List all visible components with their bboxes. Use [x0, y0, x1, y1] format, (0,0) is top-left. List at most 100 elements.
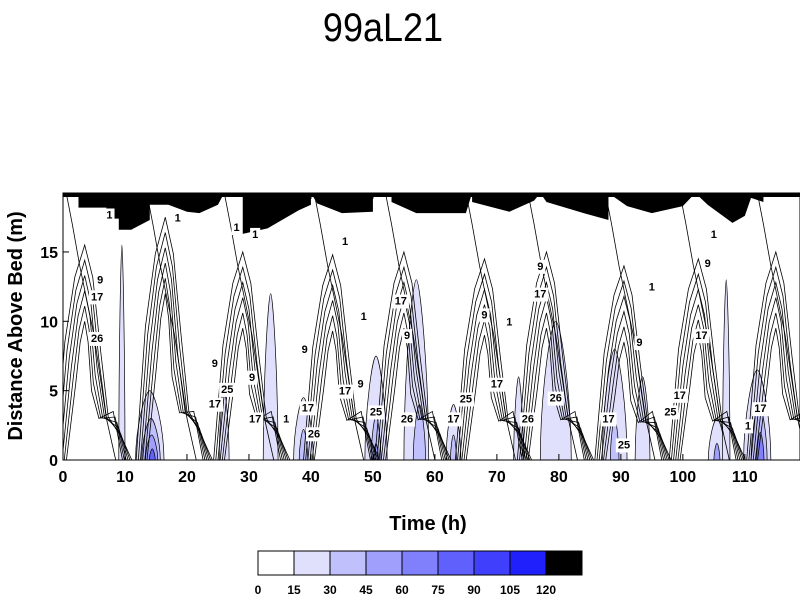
contour-label-bg — [702, 257, 713, 272]
contour-line — [311, 315, 373, 460]
contour-label: 1 — [283, 413, 289, 425]
contour-line — [675, 304, 741, 460]
contour-label: 17 — [339, 386, 351, 398]
x-tick-label: 70 — [488, 469, 506, 486]
contour-line — [673, 287, 743, 460]
contour-line — [521, 280, 591, 460]
contour-label: 9 — [537, 261, 543, 273]
contour-label: 9 — [404, 330, 410, 342]
contour-line — [603, 326, 665, 460]
contour-label: 1 — [233, 222, 239, 234]
contour-line — [519, 265, 593, 460]
contour-line — [219, 297, 285, 460]
contour-label: 26 — [401, 413, 413, 425]
contour-line — [146, 193, 197, 460]
colorbar-tick-label: 90 — [467, 583, 481, 597]
contour-line — [668, 257, 746, 460]
contour-label-bg — [488, 377, 506, 392]
colorbar-tick-label: 60 — [395, 583, 409, 597]
contour-label: 17 — [534, 289, 546, 301]
contour-line — [215, 265, 289, 460]
contour-line — [305, 268, 379, 460]
axes: 0 10 20 30 40 50 60 70 80 90 100 110 0 5 10 15 — [40, 193, 758, 486]
contour-line — [376, 265, 450, 460]
x-tick-label: 80 — [550, 469, 568, 486]
contour-label-bg — [504, 315, 515, 330]
contour-label-bg — [246, 370, 258, 385]
contour-label-bg — [742, 419, 753, 434]
contour-label: 17 — [754, 403, 766, 415]
contour-label-bg — [693, 329, 710, 344]
contour-label-bg — [519, 412, 537, 427]
contour-label: 9 — [705, 258, 711, 270]
contour-line — [454, 257, 532, 460]
contour-label: 1 — [252, 229, 258, 241]
contour-label-bg — [88, 331, 106, 346]
contour-label-bg — [219, 382, 236, 397]
contour-label: 9 — [302, 344, 308, 356]
contour-label-bg — [367, 405, 385, 420]
contour-label-bg — [398, 412, 416, 427]
colorbar-swatch — [437, 550, 475, 576]
contour-label-bg — [646, 280, 657, 295]
surface-mask — [63, 193, 800, 234]
contour-label: 25 — [221, 384, 233, 396]
contour-line — [223, 193, 275, 460]
contour-label-bg — [600, 412, 617, 427]
x-tick-label: 20 — [178, 469, 196, 486]
contour-line — [385, 328, 443, 460]
contour-line — [600, 310, 666, 460]
contour-line — [146, 293, 204, 460]
contour-line — [756, 193, 800, 432]
x-tick-label: 50 — [364, 469, 382, 486]
filled-region — [148, 448, 156, 460]
x-tick-label: 0 — [59, 469, 68, 486]
contour-label: 9 — [357, 379, 363, 391]
contour-label-bg — [445, 412, 462, 427]
filled-contours — [118, 244, 772, 460]
contour-label-bg — [401, 329, 413, 344]
colorbar-swatch — [329, 550, 367, 576]
contour-line — [670, 272, 744, 460]
contour-label: 26 — [522, 413, 534, 425]
contour-line — [525, 312, 587, 460]
contour-label-bg — [305, 427, 323, 442]
contour-line — [605, 193, 656, 460]
contour-label-bg — [95, 273, 106, 288]
colorbar-tick-label: 105 — [500, 583, 520, 597]
chart-title: 99aL21 — [322, 6, 444, 50]
contour-line — [750, 280, 800, 460]
contour-label-bg — [671, 388, 688, 403]
y-tick-label: 10 — [40, 314, 58, 331]
contour-line — [380, 297, 446, 460]
contour-line — [221, 312, 283, 460]
contour-line — [463, 319, 525, 460]
contour-label: 1 — [106, 209, 112, 221]
contour-line — [457, 272, 531, 460]
contour-label-bg — [708, 227, 719, 242]
x-tick-label: 100 — [669, 469, 696, 486]
contour-line — [465, 335, 523, 460]
colorbar-swatch — [401, 550, 439, 576]
contour-label-bg — [479, 308, 490, 323]
contour-label: 9 — [212, 358, 218, 370]
colorbar-tick-label: 30 — [323, 583, 337, 597]
contour-label: 25 — [460, 393, 472, 405]
contour-label: 17 — [447, 413, 459, 425]
contour-label: 17 — [249, 413, 261, 425]
contour-label-bg — [392, 294, 409, 309]
contour-label: 17 — [602, 413, 614, 425]
contour-line — [313, 193, 365, 460]
contour-label-bg — [634, 336, 645, 351]
contour-label-bg — [172, 211, 183, 226]
contour-line — [679, 193, 730, 460]
contour-label: 1 — [745, 420, 751, 432]
contour-label-bg — [209, 356, 220, 371]
contour-label: 9 — [481, 309, 487, 321]
y-tick-label: 5 — [49, 384, 58, 401]
colorbar-swatch — [257, 550, 295, 576]
filled-region — [450, 434, 457, 460]
filled-region — [722, 279, 731, 460]
contour-line — [142, 262, 208, 460]
